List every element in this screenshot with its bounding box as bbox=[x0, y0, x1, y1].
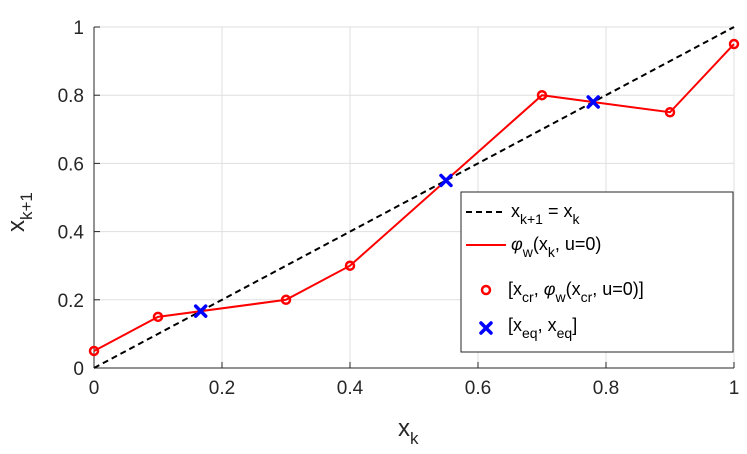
y-tick-label: 0.2 bbox=[58, 291, 84, 312]
y-tick-label: 0 bbox=[73, 359, 84, 380]
x-axis-label: xk bbox=[398, 415, 419, 448]
equilibrium-marker bbox=[193, 304, 208, 318]
y-tick-label: 0.6 bbox=[58, 154, 84, 175]
legend-swatch-equilibria bbox=[479, 321, 493, 335]
axes bbox=[93, 26, 735, 369]
critical-point-marker bbox=[536, 89, 548, 101]
x-tick-label: 0 bbox=[89, 378, 100, 399]
x-tick-label: 0.2 bbox=[209, 378, 235, 399]
phi-line bbox=[93, 43, 735, 352]
equilibrium-marker bbox=[439, 173, 453, 188]
critical-point-marker bbox=[88, 345, 100, 357]
x-tick-label: 0.8 bbox=[593, 378, 619, 399]
legend: xk+1 = xk φw(xk, u=0) [xcr, φw(xcr, u=0)… bbox=[460, 191, 734, 353]
critical-point-marker bbox=[728, 38, 740, 50]
y-axis-label: xk+1 bbox=[3, 192, 36, 232]
legend-label-critical-points: [xcr, φw(xcr, u=0)] bbox=[508, 279, 644, 305]
critical-point-marker bbox=[664, 107, 676, 118]
equilibrium-marker bbox=[586, 95, 600, 109]
critical-point-marker bbox=[152, 311, 164, 323]
critical-point-marker bbox=[344, 260, 356, 271]
critical-point-marker bbox=[280, 294, 292, 306]
x-tick-label: 1 bbox=[729, 378, 740, 399]
legend-box bbox=[460, 191, 734, 353]
legend-label-phi-line: φw(xk, u=0) bbox=[511, 234, 601, 260]
series-layer bbox=[88, 26, 740, 369]
x-tick-label: 0.4 bbox=[337, 378, 364, 399]
tick-layer: 0 0.2 0.4 0.6 0.8 1 0 0.2 0.4 0.6 0.8 1 bbox=[58, 18, 740, 399]
y-tick-label: 0.4 bbox=[58, 223, 85, 244]
y-tick-label: 1 bbox=[73, 18, 84, 39]
y-tick-label: 0.8 bbox=[58, 86, 84, 107]
legend-label-equilibria: [xeq, xeq] bbox=[508, 315, 577, 341]
legend-swatch-critical-points bbox=[480, 284, 492, 296]
x-tick-label: 0.6 bbox=[465, 378, 491, 399]
legend-label-identity: xk+1 = xk bbox=[511, 201, 580, 227]
